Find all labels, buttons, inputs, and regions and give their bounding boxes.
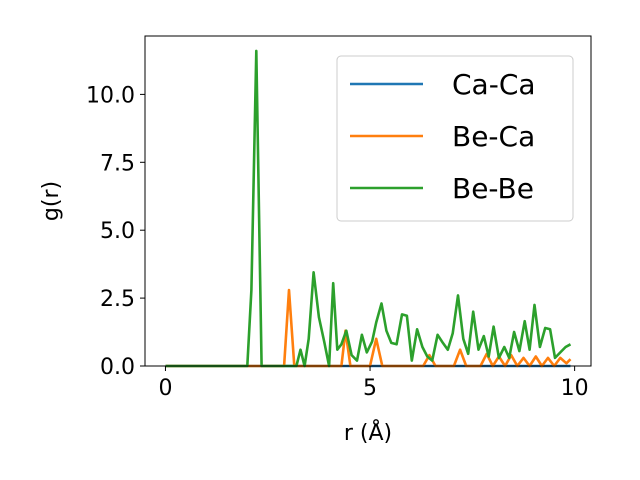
- legend: Ca-Ca Be-Ca Be-Be: [336, 55, 574, 222]
- legend-label-ca-ca: Ca-Ca: [452, 68, 536, 101]
- legend-label-be-be: Be-Be: [452, 172, 534, 205]
- legend-box: [336, 55, 574, 222]
- y-tick-label: 10.0: [86, 83, 135, 108]
- legend-label-be-ca: Be-Ca: [452, 120, 535, 153]
- y-axis-label: g(r): [39, 181, 64, 221]
- y-tick-label: 2.5: [100, 287, 135, 312]
- x-axis-label: r (Å): [344, 419, 392, 446]
- x-tick-label: 0: [158, 376, 172, 401]
- axes-frame: [144, 35, 592, 367]
- y-tick-label: 0.0: [100, 355, 135, 380]
- x-tick-label: 10: [561, 376, 589, 401]
- y-tick-label: 7.5: [100, 151, 135, 176]
- series-line-be-be: [165, 49, 572, 368]
- y-tick-label: 5.0: [100, 219, 135, 244]
- x-tick-label: 5: [363, 376, 377, 401]
- ticks: 0 5 10 0.0 2.5 5.0 7.5 10.0: [86, 83, 589, 401]
